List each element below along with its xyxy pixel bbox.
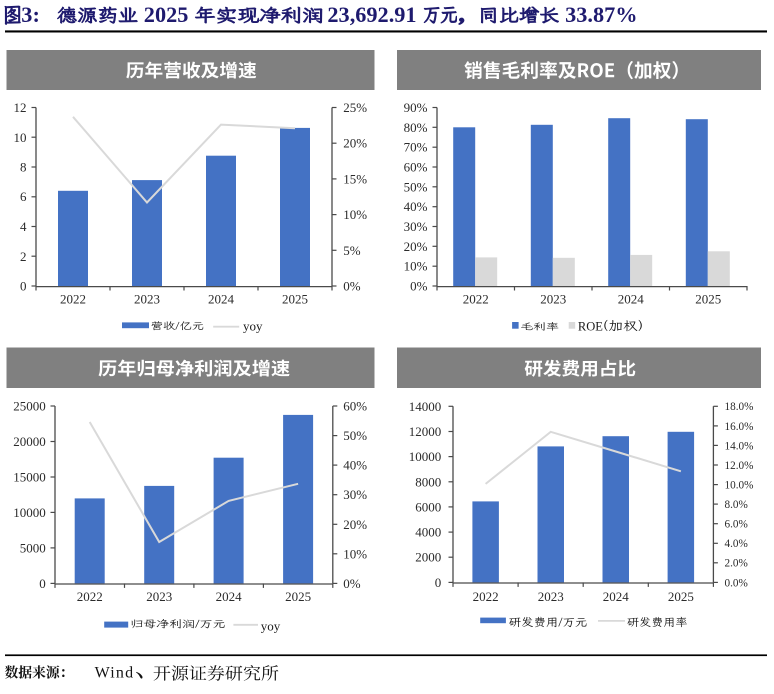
svg-text:2024: 2024 [603,589,630,604]
svg-text:90%: 90% [404,100,428,115]
svg-text:12000: 12000 [409,424,442,439]
svg-text:2: 2 [20,249,27,264]
svg-text:10: 10 [14,130,27,145]
svg-text:10000: 10000 [409,449,442,464]
svg-text:yoy: yoy [243,319,263,334]
svg-text:60%: 60% [343,399,367,414]
svg-text:10.0%: 10.0% [725,480,754,492]
svg-text:2022: 2022 [77,589,103,604]
svg-text:0: 0 [435,575,442,590]
svg-text:2023: 2023 [540,292,566,307]
svg-text:2025: 2025 [668,589,694,604]
svg-text:33.87%: 33.87% [565,2,637,27]
svg-text:yoy: yoy [261,619,281,634]
svg-text:2023: 2023 [146,589,172,604]
svg-text:10000: 10000 [13,505,46,520]
svg-text:Wind: Wind [95,664,135,681]
svg-text:2024: 2024 [216,589,243,604]
svg-text:4.0%: 4.0% [725,538,748,550]
svg-text:8.0%: 8.0% [725,499,748,511]
svg-text:50%: 50% [343,428,367,443]
svg-text:0%: 0% [343,576,361,591]
svg-text:ROE: ROE [578,320,603,334]
svg-text:10%: 10% [343,207,367,222]
svg-text:2022: 2022 [463,292,489,307]
svg-text:2025: 2025 [282,292,308,307]
svg-text:8000: 8000 [415,474,441,489]
svg-text:20000: 20000 [13,434,46,449]
svg-text:15000: 15000 [13,470,46,485]
svg-text:20%: 20% [404,239,428,254]
svg-text:14.0%: 14.0% [725,440,754,452]
svg-text:2024: 2024 [618,292,645,307]
svg-text:8: 8 [20,160,27,175]
svg-text:20%: 20% [343,517,367,532]
svg-text:5%: 5% [343,243,361,258]
svg-text:10%: 10% [404,259,428,274]
svg-text:6: 6 [20,189,27,204]
svg-text:18.0%: 18.0% [725,401,754,413]
svg-text:2023: 2023 [538,589,564,604]
svg-text:0: 0 [20,279,27,294]
svg-text:60%: 60% [404,160,428,175]
svg-text:2.0%: 2.0% [725,558,748,570]
svg-text:2025: 2025 [144,2,189,27]
svg-text:0: 0 [39,576,46,591]
svg-text:14000: 14000 [409,399,442,414]
svg-text:30%: 30% [404,219,428,234]
svg-text:10%: 10% [343,546,367,561]
svg-text:50%: 50% [404,179,428,194]
svg-text:25%: 25% [343,100,367,115]
svg-text:15%: 15% [343,171,367,186]
svg-text:40%: 40% [343,458,367,473]
svg-text:2025: 2025 [695,292,721,307]
svg-text:6.0%: 6.0% [725,519,748,531]
svg-text:40%: 40% [404,199,428,214]
svg-text:30%: 30% [343,487,367,502]
svg-text:16.0%: 16.0% [725,421,754,433]
svg-text:2023: 2023 [134,292,160,307]
svg-text:23,692.91: 23,692.91 [327,2,416,27]
svg-text:20%: 20% [343,136,367,151]
svg-text:80%: 80% [404,120,428,135]
svg-text:2025: 2025 [285,589,311,604]
svg-text:2022: 2022 [60,292,86,307]
svg-text:2022: 2022 [473,589,499,604]
svg-text:12.0%: 12.0% [725,460,754,472]
svg-text:2024: 2024 [208,292,235,307]
svg-text:0%: 0% [343,279,361,294]
svg-text:0.0%: 0.0% [725,577,748,589]
svg-text:3:: 3: [21,2,40,27]
svg-text:4000: 4000 [415,525,441,540]
svg-text:25000: 25000 [13,399,46,414]
svg-text:5000: 5000 [20,540,46,555]
svg-text:0%: 0% [410,279,428,294]
svg-text:4: 4 [20,219,27,234]
svg-text:6000: 6000 [415,499,441,514]
svg-text:70%: 70% [404,140,428,155]
svg-text:2000: 2000 [415,550,441,565]
svg-text:12: 12 [14,100,27,115]
